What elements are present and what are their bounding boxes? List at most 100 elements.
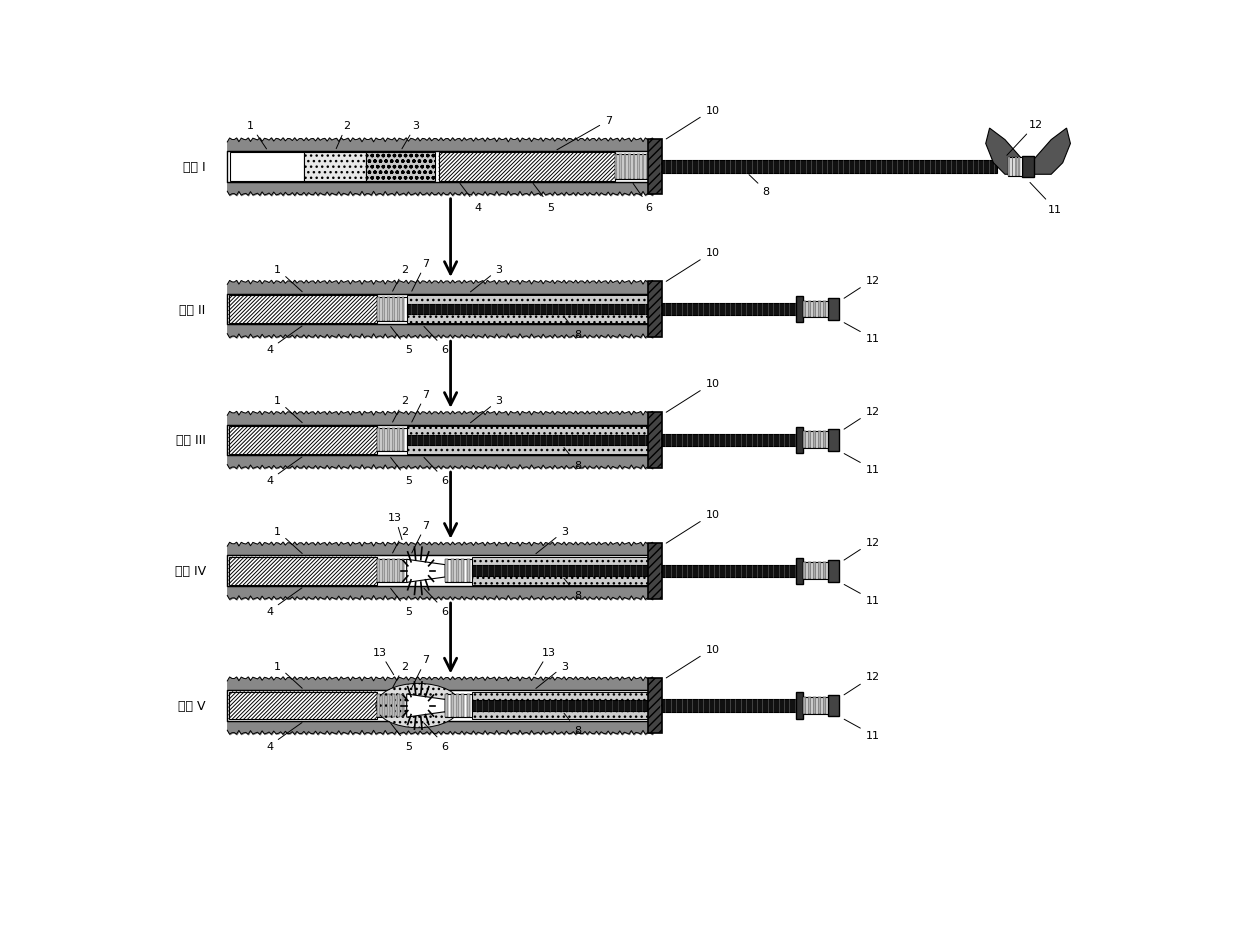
Bar: [648, 543, 662, 599]
Bar: [406, 304, 652, 315]
Bar: [445, 694, 472, 717]
Bar: [657, 303, 795, 316]
Bar: [229, 153, 305, 182]
Bar: [378, 429, 380, 452]
Bar: [795, 297, 803, 323]
Bar: [795, 427, 803, 453]
Bar: [1022, 157, 1035, 178]
Bar: [813, 697, 815, 715]
Bar: [387, 429, 390, 452]
Bar: [472, 557, 652, 585]
Bar: [227, 691, 654, 721]
Bar: [623, 155, 626, 180]
Bar: [366, 153, 435, 182]
Bar: [648, 140, 662, 195]
Text: 7: 7: [411, 520, 430, 553]
Polygon shape: [406, 560, 445, 583]
Bar: [396, 429, 400, 452]
Bar: [396, 560, 400, 583]
Bar: [378, 694, 380, 717]
Text: 10: 10: [667, 644, 720, 679]
Bar: [808, 563, 810, 579]
Bar: [227, 556, 654, 587]
Text: 6: 6: [424, 589, 449, 616]
Bar: [823, 432, 825, 449]
Text: 2: 2: [393, 661, 408, 688]
Text: 5: 5: [390, 723, 411, 751]
Bar: [305, 153, 366, 182]
Bar: [657, 161, 997, 173]
Text: 6: 6: [424, 458, 449, 486]
Text: 阶段 IV: 阶段 IV: [175, 565, 206, 578]
Text: 12: 12: [844, 671, 880, 695]
Bar: [803, 697, 805, 715]
Bar: [1018, 159, 1021, 177]
Bar: [378, 298, 380, 322]
Bar: [823, 697, 825, 715]
Bar: [378, 560, 380, 583]
Text: 3: 3: [536, 661, 567, 689]
Bar: [808, 432, 810, 449]
Text: 12: 12: [1007, 121, 1043, 156]
Text: 3: 3: [471, 265, 503, 293]
Text: 11: 11: [1030, 184, 1062, 215]
Bar: [637, 155, 639, 180]
Text: 阶段 III: 阶段 III: [176, 434, 206, 447]
Bar: [392, 694, 395, 717]
Bar: [451, 560, 453, 583]
Text: 10: 10: [667, 509, 720, 543]
Bar: [396, 298, 400, 322]
Text: 2: 2: [336, 121, 351, 149]
Text: 8: 8: [564, 578, 581, 601]
Bar: [383, 429, 385, 452]
Bar: [1009, 159, 1010, 177]
Bar: [795, 692, 803, 718]
Text: 2: 2: [393, 396, 408, 423]
Text: 5: 5: [390, 589, 411, 616]
Bar: [378, 560, 406, 583]
Bar: [803, 301, 828, 318]
Text: 8: 8: [564, 714, 581, 735]
Text: 12: 12: [844, 537, 880, 561]
Bar: [467, 560, 470, 583]
Text: 5: 5: [390, 458, 411, 486]
Text: 6: 6: [633, 184, 653, 212]
Bar: [828, 561, 839, 582]
Bar: [383, 298, 385, 322]
Bar: [387, 560, 390, 583]
Polygon shape: [1035, 129, 1070, 175]
Bar: [456, 560, 458, 583]
Polygon shape: [986, 129, 1022, 175]
Bar: [795, 558, 803, 584]
Bar: [227, 425, 654, 456]
Bar: [387, 694, 390, 717]
Text: 8: 8: [564, 448, 581, 470]
Bar: [803, 697, 828, 715]
Bar: [378, 694, 406, 717]
Bar: [648, 282, 662, 337]
Text: 8: 8: [564, 317, 581, 339]
Bar: [818, 697, 820, 715]
Text: 5: 5: [390, 327, 411, 355]
Bar: [396, 694, 400, 717]
Bar: [823, 563, 825, 579]
Bar: [472, 565, 652, 577]
Text: 6: 6: [424, 327, 449, 355]
Bar: [378, 429, 406, 452]
Bar: [472, 701, 652, 711]
Bar: [227, 152, 654, 183]
Bar: [383, 694, 385, 717]
Text: 2: 2: [393, 265, 408, 292]
Bar: [229, 557, 378, 585]
Bar: [628, 155, 631, 180]
Text: 11: 11: [844, 719, 880, 740]
Text: 11: 11: [844, 324, 880, 344]
Bar: [818, 563, 820, 579]
Bar: [406, 426, 652, 454]
Text: 10: 10: [667, 106, 720, 140]
Text: 13: 13: [388, 513, 403, 540]
Bar: [229, 296, 378, 324]
Text: 10: 10: [667, 378, 720, 413]
Text: 7: 7: [411, 654, 430, 688]
Text: 阶段 I: 阶段 I: [183, 161, 206, 174]
